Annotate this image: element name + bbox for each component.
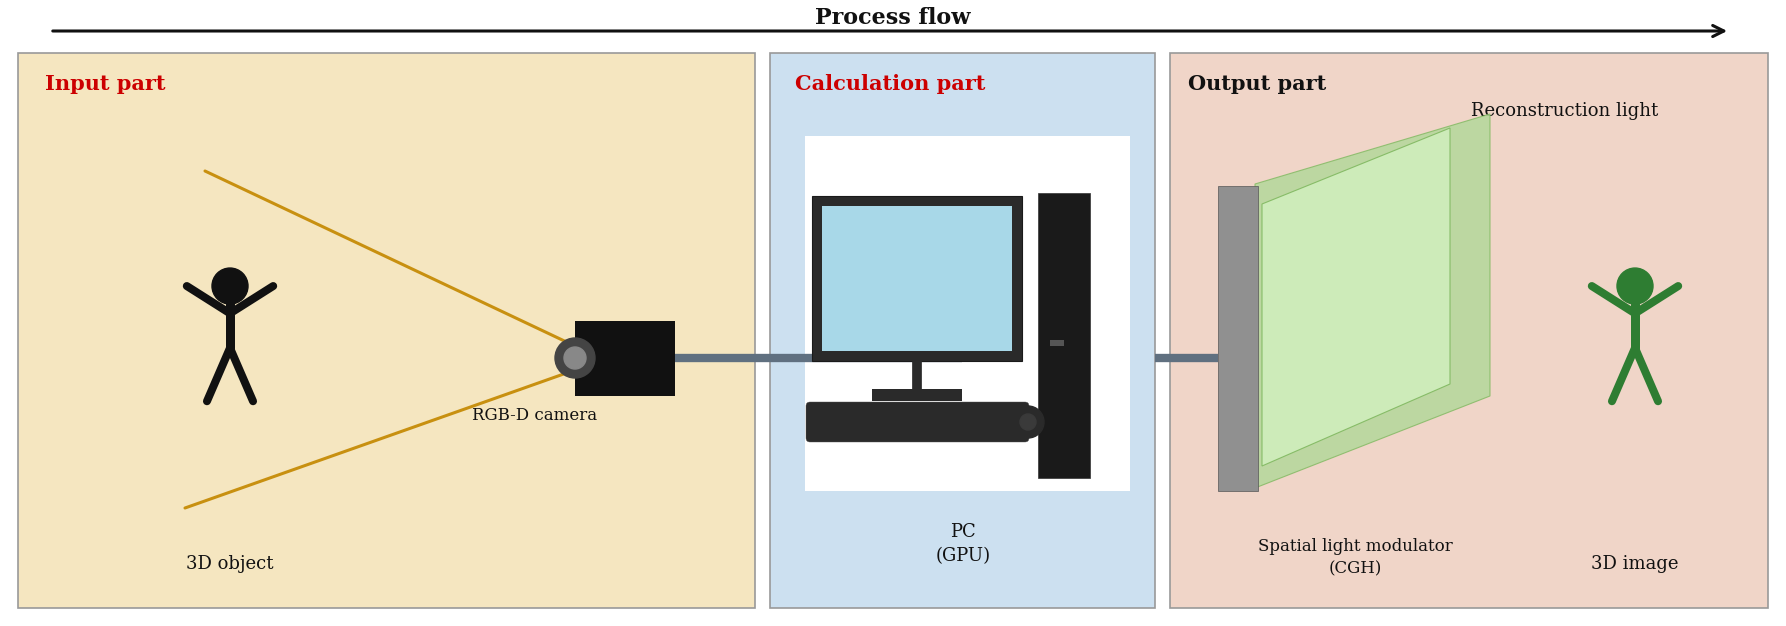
FancyBboxPatch shape <box>1038 193 1089 478</box>
Text: Input part: Input part <box>45 74 166 94</box>
Text: Reconstruction light: Reconstruction light <box>1472 102 1659 120</box>
Circle shape <box>555 338 595 378</box>
FancyBboxPatch shape <box>1050 340 1064 346</box>
Circle shape <box>1020 414 1036 430</box>
Polygon shape <box>1263 128 1450 466</box>
Text: RGB-D camera: RGB-D camera <box>473 408 598 424</box>
FancyBboxPatch shape <box>18 53 755 608</box>
Text: 3D image: 3D image <box>1591 555 1679 573</box>
FancyBboxPatch shape <box>1170 53 1768 608</box>
Text: 3D object: 3D object <box>186 555 273 573</box>
FancyBboxPatch shape <box>822 206 1013 351</box>
FancyBboxPatch shape <box>575 321 675 396</box>
Text: Spatial light modulator
(CGH): Spatial light modulator (CGH) <box>1257 538 1452 578</box>
FancyBboxPatch shape <box>805 136 1131 491</box>
FancyBboxPatch shape <box>872 389 963 401</box>
Circle shape <box>564 347 586 369</box>
Text: PC
(GPU): PC (GPU) <box>936 523 991 565</box>
FancyBboxPatch shape <box>805 402 1029 442</box>
FancyBboxPatch shape <box>813 196 1022 361</box>
Circle shape <box>1013 406 1045 438</box>
FancyBboxPatch shape <box>770 53 1156 608</box>
Text: Process flow: Process flow <box>814 7 972 29</box>
Circle shape <box>213 268 248 304</box>
FancyBboxPatch shape <box>1218 186 1257 491</box>
Polygon shape <box>1256 114 1490 488</box>
Circle shape <box>1616 268 1654 304</box>
Text: Output part: Output part <box>1188 74 1327 94</box>
Text: Calculation part: Calculation part <box>795 74 986 94</box>
